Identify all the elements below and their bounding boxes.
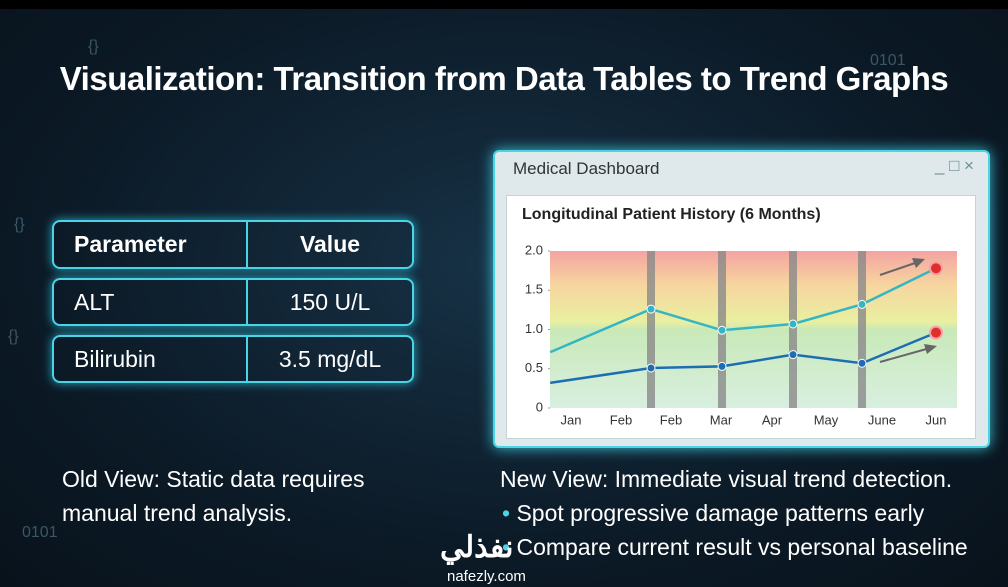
bullet-text: Spot progressive damage patterns early <box>516 500 925 526</box>
x-tick-label: Jun <box>926 412 947 427</box>
separator <box>858 251 866 408</box>
y-tick-label: 2.0 <box>525 242 543 257</box>
cell: ALT <box>54 280 248 324</box>
table-row: Bilirubin 3.5 mg/dL <box>52 335 414 383</box>
series-line <box>549 331 937 385</box>
data-point <box>929 261 943 276</box>
x-tick-label: June <box>868 412 896 427</box>
data-point <box>929 325 943 340</box>
data-point <box>717 361 727 371</box>
data-point <box>788 350 798 360</box>
decor: 0101 <box>22 524 58 541</box>
cell: 150 U/L <box>289 288 371 315</box>
old-view: Old View: Static data requires manual tr… <box>62 466 365 526</box>
cell: Bilirubin <box>54 337 248 381</box>
watermark-arabic: نفذلي <box>440 531 514 564</box>
decor: {} <box>8 328 19 345</box>
trend-arrow <box>879 347 931 363</box>
cell: 3.5 mg/dL <box>278 345 382 372</box>
new-view: New View: Immediate visual trend detecti… <box>500 462 1008 564</box>
x-tick-label: Mar <box>710 412 733 427</box>
decor: 0101 <box>870 52 906 69</box>
window-controls[interactable]: _ □ × <box>934 156 974 175</box>
bullet-text: Compare current result vs personal basel… <box>516 534 968 560</box>
table-header: Parameter Value <box>52 220 414 269</box>
x-tick-label: Feb <box>610 412 632 427</box>
data-point <box>717 325 727 335</box>
data-point <box>857 299 867 309</box>
table-row: ALT 150 U/L <box>52 278 414 326</box>
bullet: • Compare current result vs personal bas… <box>502 534 968 560</box>
chart-title: Longitudinal Patient History (6 Months) <box>522 206 821 223</box>
header-cell: Value <box>299 231 361 257</box>
header-cell: Parameter <box>54 222 248 267</box>
y-tick-label: 0.5 <box>525 360 543 375</box>
x-tick-label: Feb <box>660 412 682 427</box>
decor: {} <box>88 38 99 55</box>
x-tick-label: Jan <box>561 412 582 427</box>
top-strip <box>0 0 1008 9</box>
separator <box>789 251 797 408</box>
arrow-head <box>912 258 925 268</box>
bullet: • Spot progressive damage patterns early <box>502 500 925 526</box>
zone-background <box>550 251 957 408</box>
data-point <box>646 304 656 314</box>
separator <box>647 251 655 408</box>
x-tick-label: May <box>814 412 839 427</box>
watermark-url: nafezly.com <box>447 568 526 585</box>
data-point <box>788 319 798 329</box>
arrow-head <box>924 344 937 354</box>
y-tick-label: 0 <box>536 399 543 414</box>
decor: {} <box>14 216 25 233</box>
y-tick-label: 1.0 <box>525 321 543 336</box>
series-line <box>549 267 937 354</box>
x-tick-label: Apr <box>762 412 783 427</box>
window-title: Medical Dashboard <box>513 159 660 178</box>
data-point <box>857 358 867 368</box>
title: Visualization: Transition from Data Tabl… <box>59 60 949 97</box>
data-point <box>646 363 656 373</box>
trend-arrow <box>879 261 919 276</box>
new-view-heading: New View: Immediate visual trend detecti… <box>500 466 953 492</box>
y-tick-label: 1.5 <box>525 282 543 297</box>
